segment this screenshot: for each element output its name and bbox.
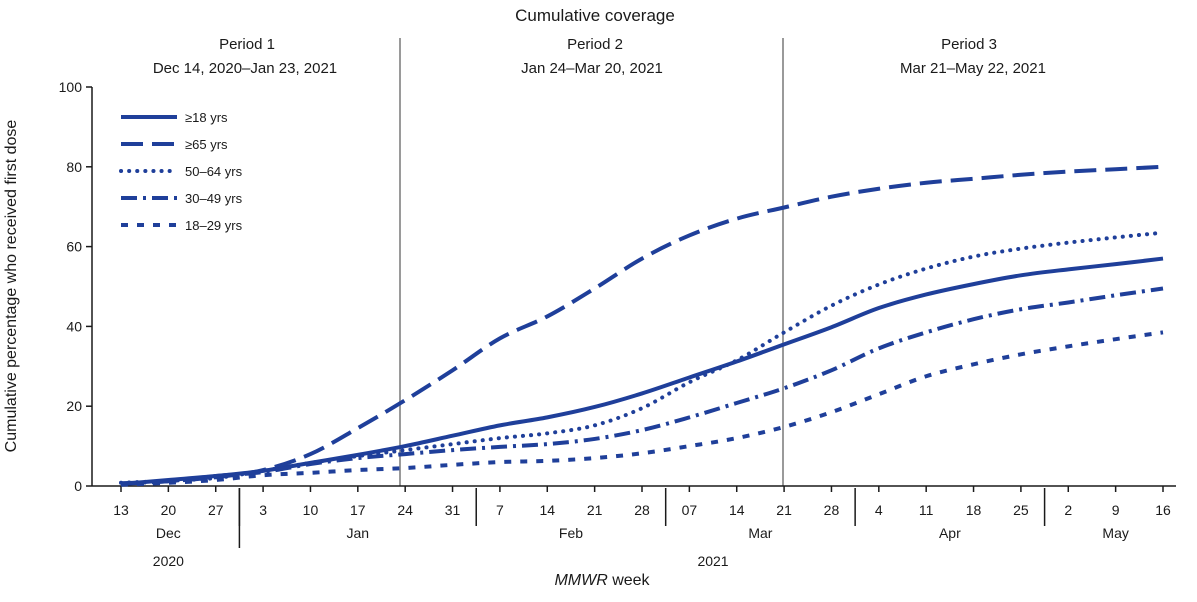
x-tick-label: 13 xyxy=(113,502,129,518)
series-line-3 xyxy=(119,230,1165,485)
x-tick-label: 3 xyxy=(259,502,267,518)
x-axis-label-rest: week xyxy=(608,572,651,589)
x-axis: 13 20 27 3 10 17 24 31 7 14 21 28 07 14 21 28 4 11 18 25 2 9 1… xyxy=(92,485,1176,569)
x-tick-label: 21 xyxy=(587,502,603,518)
legend-label-4: 30–49 yrs xyxy=(185,191,243,206)
x-tick-label: 9 xyxy=(1112,502,1120,518)
year-label: 2021 xyxy=(697,553,728,569)
x-tick-label: 2 xyxy=(1064,502,1072,518)
period-3-range: Mar 21–May 22, 2021 xyxy=(900,60,1046,77)
y-tick-label: 40 xyxy=(66,318,82,334)
period-header-1: Period 1 Dec 14, 2020–Jan 23, 2021 xyxy=(153,36,337,77)
period-1-range: Dec 14, 2020–Jan 23, 2021 xyxy=(153,60,337,77)
y-tick-label: 0 xyxy=(74,478,82,494)
period-1-name: Period 1 xyxy=(219,36,275,53)
x-tick-label: 11 xyxy=(919,502,934,518)
legend-label-5: 18–29 yrs xyxy=(185,218,243,233)
y-axis: 0 20 40 60 80 100 xyxy=(59,79,93,494)
x-tick-label: 14 xyxy=(729,502,745,518)
period-header-3: Period 3 Mar 21–May 22, 2021 xyxy=(900,36,1046,77)
x-tick-label: 21 xyxy=(776,502,792,518)
x-tick-label: 24 xyxy=(397,502,413,518)
month-label: Feb xyxy=(559,525,583,541)
chart-title: Cumulative coverage xyxy=(515,6,675,25)
x-tick-label: 7 xyxy=(496,502,504,518)
period-dividers xyxy=(399,38,784,486)
year-label: 2020 xyxy=(153,553,184,569)
y-tick-label: 20 xyxy=(66,398,82,414)
x-tick-label: 16 xyxy=(1155,502,1171,518)
month-label: Jan xyxy=(347,525,370,541)
period-3-name: Period 3 xyxy=(941,36,997,53)
month-label: May xyxy=(1102,525,1128,541)
legend-label-2: ≥65 yrs xyxy=(185,137,228,152)
period-2-range: Jan 24–Mar 20, 2021 xyxy=(521,60,663,77)
legend: ≥18 yrs ≥65 yrs 50–64 yrs 30–49 yrs 18–29 yr… xyxy=(119,110,243,233)
x-tick-label: 18 xyxy=(966,502,982,518)
x-tick-label: 31 xyxy=(445,502,461,518)
period-header-2: Period 2 Jan 24–Mar 20, 2021 xyxy=(521,36,663,77)
x-tick-label: 28 xyxy=(824,502,840,518)
x-tick-label: 17 xyxy=(350,502,366,518)
x-tick-label: 20 xyxy=(161,502,177,518)
y-tick-label: 60 xyxy=(66,239,82,255)
y-tick-label: 100 xyxy=(59,79,83,95)
x-tick-label: 4 xyxy=(875,502,883,518)
series-line-5 xyxy=(120,330,1164,487)
x-tick-label: 27 xyxy=(208,502,224,518)
x-tick-label: 10 xyxy=(303,502,319,518)
x-axis-label: MMWR week xyxy=(554,572,650,589)
y-axis-label: Cumulative percentage who received first… xyxy=(3,120,20,453)
month-label: Apr xyxy=(939,525,961,541)
x-tick-label: 14 xyxy=(539,502,555,518)
series-line-2 xyxy=(120,164,1164,487)
series-line-4 xyxy=(120,286,1164,486)
series-lines xyxy=(119,164,1165,487)
x-tick-label: 07 xyxy=(682,502,698,518)
period-2-name: Period 2 xyxy=(567,36,623,53)
legend-label-1: ≥18 yrs xyxy=(185,110,228,125)
x-tick-label: 25 xyxy=(1013,502,1029,518)
x-tick-label: 28 xyxy=(634,502,650,518)
month-label: Mar xyxy=(748,525,772,541)
x-axis-label-italic: MMWR xyxy=(554,572,608,589)
month-label: Dec xyxy=(156,525,181,541)
legend-label-3: 50–64 yrs xyxy=(185,164,243,179)
series-line-1 xyxy=(120,256,1164,486)
y-tick-label: 80 xyxy=(66,159,82,175)
